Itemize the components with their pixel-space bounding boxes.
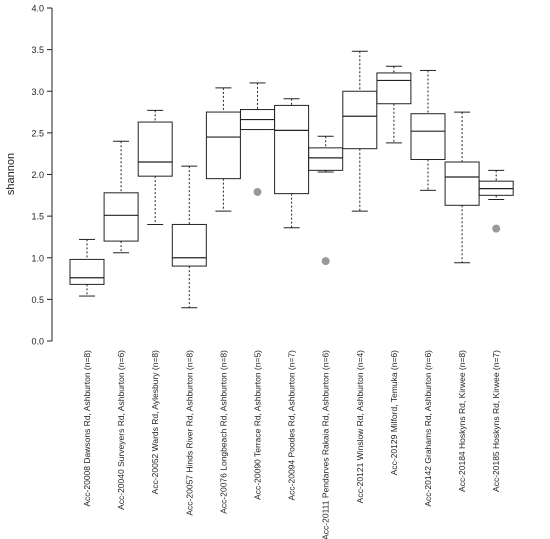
x-tick-label: Acc-20111 Pendarves Rakaia Rd, Ashburton… — [321, 350, 331, 539]
box-3 — [137, 109, 173, 225]
y-tick-label: 2.0 — [31, 170, 44, 180]
box-5 — [205, 87, 241, 212]
y-tick-label: 1.0 — [31, 253, 44, 263]
x-tick-label: Acc-20090 Terrace Rd, Ashburton (n=5) — [253, 350, 263, 500]
box-10 — [376, 65, 412, 144]
box-iqr — [103, 192, 139, 242]
x-tick-label: Acc-20094 Poodes Rd, Ashburton (n=7) — [287, 350, 297, 501]
box-iqr — [171, 223, 207, 267]
x-tick-label: Acc-20121 Winslow Rd, Ashburton (n=4) — [355, 350, 365, 503]
box-iqr — [274, 104, 310, 195]
box-8 — [308, 135, 344, 266]
box-iqr — [69, 258, 105, 285]
box-11 — [410, 69, 446, 191]
y-tick-label: 4.0 — [31, 4, 44, 14]
y-axis-label: shannon — [5, 153, 17, 195]
outlier-point — [253, 187, 262, 196]
box-9 — [342, 50, 378, 212]
x-tick-label: Acc-20057 Hinds River Rd, Ashburton (n=8… — [184, 350, 194, 516]
x-axis-labels: Acc-20008 Dawsons Rd, Ashburton (n=8) Acc… — [82, 350, 501, 539]
y-tick-label: 3.5 — [31, 45, 44, 55]
boxes-group — [69, 50, 514, 309]
outlier-point — [321, 257, 330, 266]
box-1 — [69, 238, 105, 297]
y-tick-label: 2.5 — [31, 128, 44, 138]
x-tick-label: Acc-20040 Surveyers Rd, Ashburton (n=6) — [116, 350, 126, 510]
box-13 — [478, 169, 514, 233]
box-iqr — [376, 72, 412, 105]
y-axis: 0.0 0.5 1.0 1.5 2.0 2.5 3.0 3.5 4.0 — [31, 4, 53, 347]
x-tick-label: Acc-20052 Wards Rd, Aylesbury (n=8) — [150, 350, 160, 494]
box-6 — [240, 82, 275, 196]
y-tick-label: 1.5 — [31, 212, 44, 222]
box-iqr — [444, 161, 480, 206]
box-4 — [171, 165, 207, 309]
box-2 — [103, 140, 139, 254]
box-iqr — [137, 121, 173, 177]
x-tick-label: Acc-20185 Hoskyns Rd, Kirwee (n=7) — [491, 350, 501, 492]
x-tick-label: Acc-20129 Milford, Temuka (n=6) — [389, 350, 399, 475]
x-tick-label: Acc-20076 Longbeach Rd, Ashburton (n=8) — [218, 350, 228, 514]
box-iqr — [410, 113, 446, 161]
y-tick-label: 0.5 — [31, 295, 44, 305]
y-tick-label: 0.0 — [31, 337, 44, 347]
box-iqr — [308, 147, 344, 171]
y-tick-label: 3.0 — [31, 87, 44, 97]
outlier-point — [492, 224, 501, 233]
box-7 — [274, 98, 310, 229]
box-12 — [444, 111, 480, 264]
x-tick-label: Acc-20142 Grahams Rd, Ashburton (n=6) — [423, 350, 433, 507]
x-tick-label: Acc-20184 Hoskyns Rd, Kirwee (n=8) — [457, 350, 467, 492]
x-tick-label: Acc-20008 Dawsons Rd, Ashburton (n=8) — [82, 350, 92, 507]
box-iqr — [342, 90, 378, 150]
box-iqr — [205, 111, 241, 180]
